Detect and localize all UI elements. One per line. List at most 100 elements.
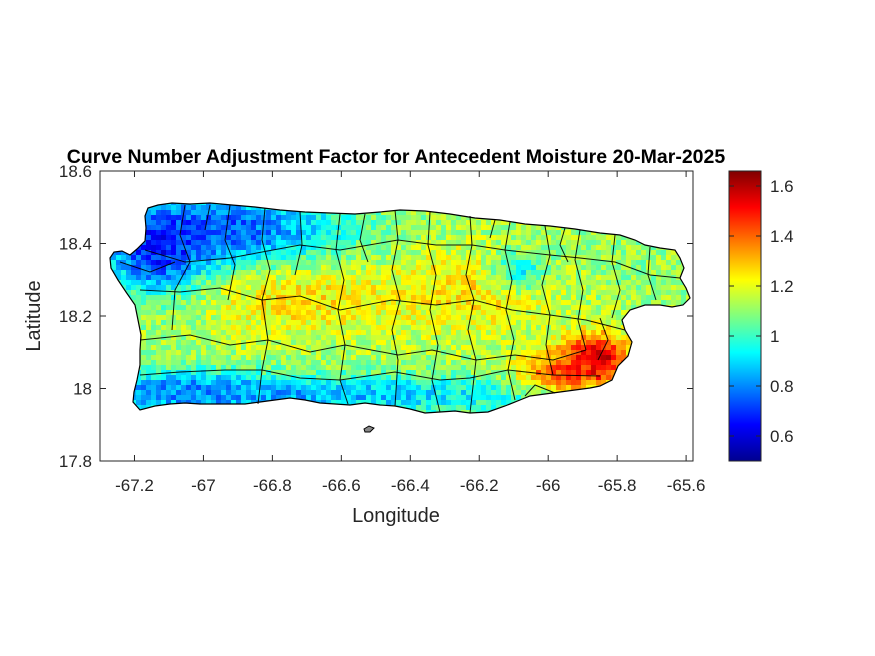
heatmap-cell (446, 215, 452, 221)
heatmap-cell (351, 380, 357, 386)
heatmap-cell (206, 230, 212, 236)
heatmap-cell (316, 255, 322, 261)
heatmap-cell (186, 340, 192, 346)
heatmap-cell (191, 400, 197, 406)
heatmap-cell (551, 240, 557, 246)
heatmap-cell (496, 225, 502, 231)
heatmap-cell (371, 355, 377, 361)
heatmap-cell (411, 385, 417, 391)
heatmap-cell (386, 280, 392, 286)
heatmap-cell (276, 305, 282, 311)
heatmap-cell (446, 245, 452, 251)
heatmap-cell (211, 295, 217, 301)
heatmap-cell (236, 245, 242, 251)
heatmap-cell (531, 270, 537, 276)
heatmap-cell (381, 280, 387, 286)
heatmap-cell (636, 295, 642, 301)
heatmap-cell (221, 275, 227, 281)
heatmap-cell (171, 390, 177, 396)
heatmap-cell (651, 255, 657, 261)
heatmap-cell (471, 400, 477, 406)
heatmap-cell (436, 300, 442, 306)
heatmap-cell (251, 280, 257, 286)
heatmap-cell (491, 340, 497, 346)
heatmap-cell (556, 275, 562, 281)
heatmap-cell (206, 305, 212, 311)
heatmap-cell (511, 350, 517, 356)
heatmap-cell (401, 265, 407, 271)
heatmap-cell (351, 275, 357, 281)
heatmap-cell (291, 215, 297, 221)
heatmap-cell (316, 320, 322, 326)
heatmap-cell (321, 340, 327, 346)
heatmap-cell (351, 285, 357, 291)
heatmap-cell (441, 380, 447, 386)
heatmap-cell (491, 230, 497, 236)
heatmap-cell (331, 250, 337, 256)
heatmap-cell (601, 245, 607, 251)
heatmap-cell (456, 355, 462, 361)
heatmap-cell (426, 280, 432, 286)
heatmap-cell (521, 255, 527, 261)
heatmap-cell (276, 380, 282, 386)
heatmap-cell (201, 325, 207, 331)
heatmap-cell (196, 355, 202, 361)
heatmap-cell (186, 395, 192, 401)
heatmap-cell (286, 285, 292, 291)
heatmap-cell (561, 370, 567, 376)
heatmap-cell (471, 330, 477, 336)
heatmap-cell (631, 275, 637, 281)
heatmap-cell (271, 310, 277, 316)
heatmap-cell (576, 295, 582, 301)
heatmap-cell (421, 365, 427, 371)
heatmap-cell (376, 235, 382, 241)
heatmap-cell (551, 380, 557, 386)
heatmap-cell (241, 395, 247, 401)
heatmap-cell (311, 350, 317, 356)
heatmap-cell (476, 275, 482, 281)
heatmap-cell (306, 305, 312, 311)
heatmap-cell (281, 390, 287, 396)
heatmap-cell (236, 235, 242, 241)
heatmap-cell (561, 340, 567, 346)
heatmap-cell (311, 230, 317, 236)
heatmap-cell (436, 400, 442, 406)
heatmap-cell (391, 380, 397, 386)
heatmap-cell (251, 230, 257, 236)
heatmap-cell (361, 300, 367, 306)
heatmap-cell (501, 220, 507, 226)
heatmap-cell (381, 210, 387, 216)
heatmap-cell (446, 220, 452, 226)
heatmap-cell (251, 305, 257, 311)
heatmap-cell (396, 315, 402, 321)
heatmap-cell (321, 345, 327, 351)
heatmap-cell (366, 260, 372, 266)
heatmap-cell (671, 290, 677, 296)
heatmap-cell (491, 290, 497, 296)
heatmap-cell (366, 375, 372, 381)
heatmap-cell (391, 300, 397, 306)
heatmap-cell (431, 370, 437, 376)
heatmap-cell (681, 290, 687, 296)
heatmap-cell (206, 315, 212, 321)
heatmap-cell (296, 280, 302, 286)
heatmap-cell (496, 275, 502, 281)
heatmap-cell (181, 240, 187, 246)
heatmap-cell (291, 255, 297, 261)
heatmap-cell (191, 245, 197, 251)
heatmap-cell (256, 315, 262, 321)
heatmap-cell (361, 390, 367, 396)
heatmap-cell (406, 345, 412, 351)
heatmap-cell (556, 225, 562, 231)
heatmap-cell (301, 325, 307, 331)
heatmap-cell (606, 325, 612, 331)
heatmap-cell (566, 330, 572, 336)
heatmap-cell (151, 350, 157, 356)
heatmap-cell (546, 310, 552, 316)
heatmap-cell (191, 375, 197, 381)
heatmap-cell (196, 260, 202, 266)
heatmap-cell (666, 270, 672, 276)
heatmap-cell (431, 260, 437, 266)
heatmap-cell (181, 370, 187, 376)
heatmap-cell (261, 275, 267, 281)
